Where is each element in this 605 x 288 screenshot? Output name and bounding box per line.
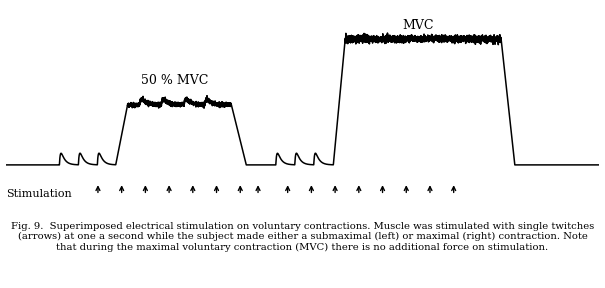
Text: Stimulation: Stimulation — [6, 190, 72, 199]
Text: Fig. 9.  Superimposed electrical stimulation on voluntary contractions. Muscle w: Fig. 9. Superimposed electrical stimulat… — [11, 222, 594, 252]
Text: 50 % MVC: 50 % MVC — [142, 74, 209, 87]
Text: MVC: MVC — [402, 19, 434, 32]
